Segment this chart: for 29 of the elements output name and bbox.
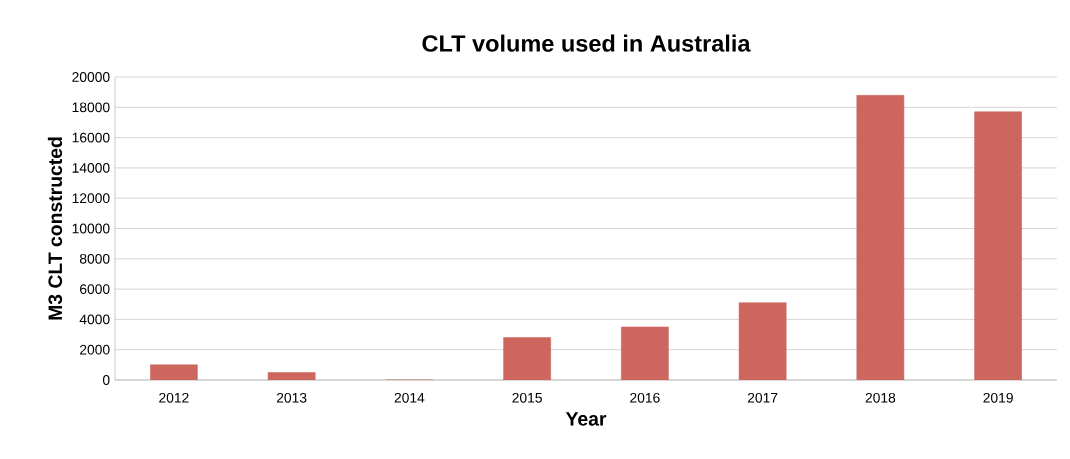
y-tick-label: 20000 (72, 72, 110, 82)
bar (974, 111, 1022, 380)
y-tick-label: 6000 (80, 284, 110, 294)
bar (503, 337, 551, 380)
chart-title: CLT volume used in Australia (422, 34, 751, 52)
bar (150, 364, 198, 380)
y-tick-label: 4000 (79, 314, 110, 325)
x-tick-label: 2014 (394, 392, 425, 403)
x-tick-label: 2019 (983, 392, 1013, 403)
bar (267, 372, 316, 380)
x-axis-title: Year (565, 412, 607, 426)
x-tick-label: 2018 (865, 392, 896, 403)
y-tick-label: 12000 (72, 193, 110, 204)
x-tick-label: 2016 (630, 392, 660, 403)
bar (621, 326, 669, 380)
x-tick-label: 2012 (159, 392, 189, 403)
y-axis-title: M3 CLT constructed (47, 137, 63, 320)
bar (856, 94, 905, 380)
y-tick-label: 16000 (72, 132, 110, 143)
y-tick-label: 0 (102, 375, 110, 385)
y-tick-label: 14000 (72, 163, 110, 173)
y-tick-label: 10000 (72, 223, 110, 234)
y-tick-label: 8000 (79, 253, 110, 264)
x-tick-label: 2017 (747, 392, 778, 403)
bar (738, 302, 787, 380)
y-tick-label: 2000 (80, 344, 110, 355)
x-tick-label: 2013 (276, 392, 307, 403)
x-tick-label: 2015 (512, 392, 542, 403)
y-tick-label: 18000 (72, 102, 110, 113)
